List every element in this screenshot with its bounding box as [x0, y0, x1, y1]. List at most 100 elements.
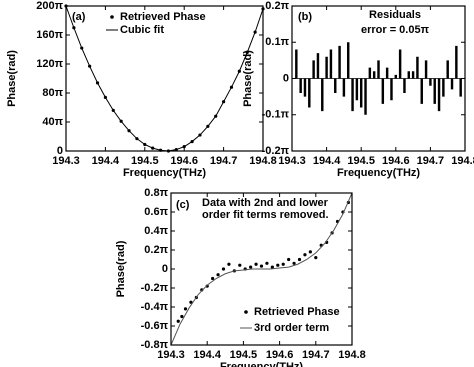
- data-point: [303, 253, 307, 257]
- data-point: [221, 267, 226, 271]
- legend-label: Retrieved Phase: [120, 11, 206, 23]
- data-point: [183, 307, 188, 311]
- y-tick-label: 0.2π: [265, 0, 289, 12]
- bar: [312, 60, 315, 79]
- x-tick-label: 194.3: [278, 155, 306, 167]
- annotation: (c): [176, 199, 190, 211]
- data-point: [270, 265, 274, 269]
- bar: [398, 49, 402, 79]
- data-point: [287, 257, 291, 262]
- x-tick-label: 194.3: [157, 349, 185, 361]
- y-tick-label: -0.2π: [262, 145, 290, 157]
- bar: [334, 78, 337, 93]
- bar: [372, 71, 376, 79]
- data-point: [265, 261, 269, 265]
- y-tick-label: -0.2π: [141, 282, 169, 294]
- bar: [347, 42, 350, 79]
- data-point: [276, 263, 280, 267]
- x-tick-label: 194.8: [338, 349, 366, 361]
- x-tick-label: 194.5: [347, 155, 375, 167]
- y-tick-label: 40π: [42, 116, 63, 128]
- x-tick-label: 194.7: [210, 155, 238, 167]
- bar: [385, 67, 389, 79]
- y-tick-label: -0.1π: [262, 109, 290, 121]
- y-tick-label: 120π: [36, 58, 63, 70]
- legend-marker: [110, 15, 114, 19]
- bar: [437, 78, 441, 112]
- x-axis-label: Frequency(THz): [337, 167, 420, 179]
- x-tick-label: 194.5: [230, 349, 258, 361]
- fit-line: [170, 192, 353, 346]
- y-tick-label: 0.1π: [265, 36, 289, 48]
- bar: [329, 49, 333, 79]
- bar: [442, 78, 445, 97]
- y-tick-label: 0: [57, 145, 63, 157]
- y-axis-label: Phase(rad): [242, 50, 254, 107]
- y-tick-label: 0: [283, 72, 289, 84]
- bar: [390, 78, 393, 101]
- annotation: Data with 2nd and lower: [202, 197, 329, 209]
- x-tick-label: 194.6: [170, 155, 198, 167]
- data-point: [176, 319, 180, 323]
- bar: [359, 78, 363, 108]
- y-axis-label: Phase(rad): [6, 50, 18, 107]
- x-tick-label: 194.6: [266, 349, 294, 361]
- plot-frame: [291, 5, 466, 152]
- data-point: [189, 300, 193, 304]
- bar: [351, 78, 354, 112]
- panel: 194.3194.4194.5194.6194.7194.8-0.2π-0.1π…: [242, 0, 474, 179]
- bar: [433, 78, 436, 104]
- bar: [355, 78, 359, 101]
- x-tick-label: 194.7: [417, 155, 445, 167]
- data-point: [227, 262, 231, 266]
- legend-label: Cubic fit: [120, 24, 164, 36]
- x-tick-label: 194.3: [52, 155, 80, 167]
- data-point: [259, 264, 264, 268]
- bar: [342, 78, 346, 97]
- fit-line: [65, 5, 264, 152]
- bar: [455, 45, 458, 79]
- plot-frame: [170, 192, 353, 346]
- data-point: [216, 273, 220, 277]
- x-tick-label: 194.4: [92, 155, 120, 167]
- annotation: Residuals: [369, 9, 421, 21]
- bar: [316, 53, 320, 79]
- annotation: (b): [298, 11, 312, 23]
- y-tick-label: 0: [162, 263, 168, 275]
- data-point: [254, 262, 258, 266]
- legend-marker: [244, 310, 248, 314]
- bar: [411, 71, 415, 79]
- annotation: (a): [72, 11, 86, 23]
- data-point: [281, 262, 285, 266]
- bar: [407, 71, 410, 79]
- panel: 194.3 194.4 194.5 194.6 194.7 194.8 0 40π 80π 120…: [6, 0, 277, 179]
- x-tick-label: 194.5: [131, 155, 159, 167]
- x-tick-label: 194.8: [451, 155, 474, 167]
- bar: [381, 78, 385, 104]
- x-tick-label: 194.8: [249, 155, 277, 167]
- y-tick-label: -0.8π: [141, 339, 169, 351]
- legend-label: Retrieved Phase: [254, 306, 340, 318]
- x-tick-label: 194.6: [382, 155, 410, 167]
- y-axis-label: Phase(rad): [115, 240, 127, 297]
- data-point: [249, 265, 253, 269]
- y-tick-label: 0.2π: [144, 244, 168, 256]
- y-tick-label: -0.6π: [141, 320, 169, 332]
- y-tick-label: 80π: [42, 87, 63, 99]
- x-tick-label: 194.7: [302, 349, 330, 361]
- data-point: [314, 256, 318, 260]
- data-point: [180, 314, 184, 319]
- y-tick-label: 200π: [36, 0, 63, 12]
- plot-frame: [65, 5, 264, 152]
- data-point: [297, 257, 302, 262]
- bar: [459, 78, 462, 97]
- x-axis-label: Frequency(THz): [123, 167, 206, 179]
- bar: [303, 78, 307, 97]
- y-tick-label: 0.8π: [144, 187, 168, 199]
- legend-label: 3rd order term: [254, 322, 329, 334]
- bar: [394, 74, 398, 79]
- annotation: order fit terms removed.: [202, 209, 329, 221]
- bar: [377, 60, 380, 79]
- x-axis-label: Frequency(THz): [220, 361, 303, 367]
